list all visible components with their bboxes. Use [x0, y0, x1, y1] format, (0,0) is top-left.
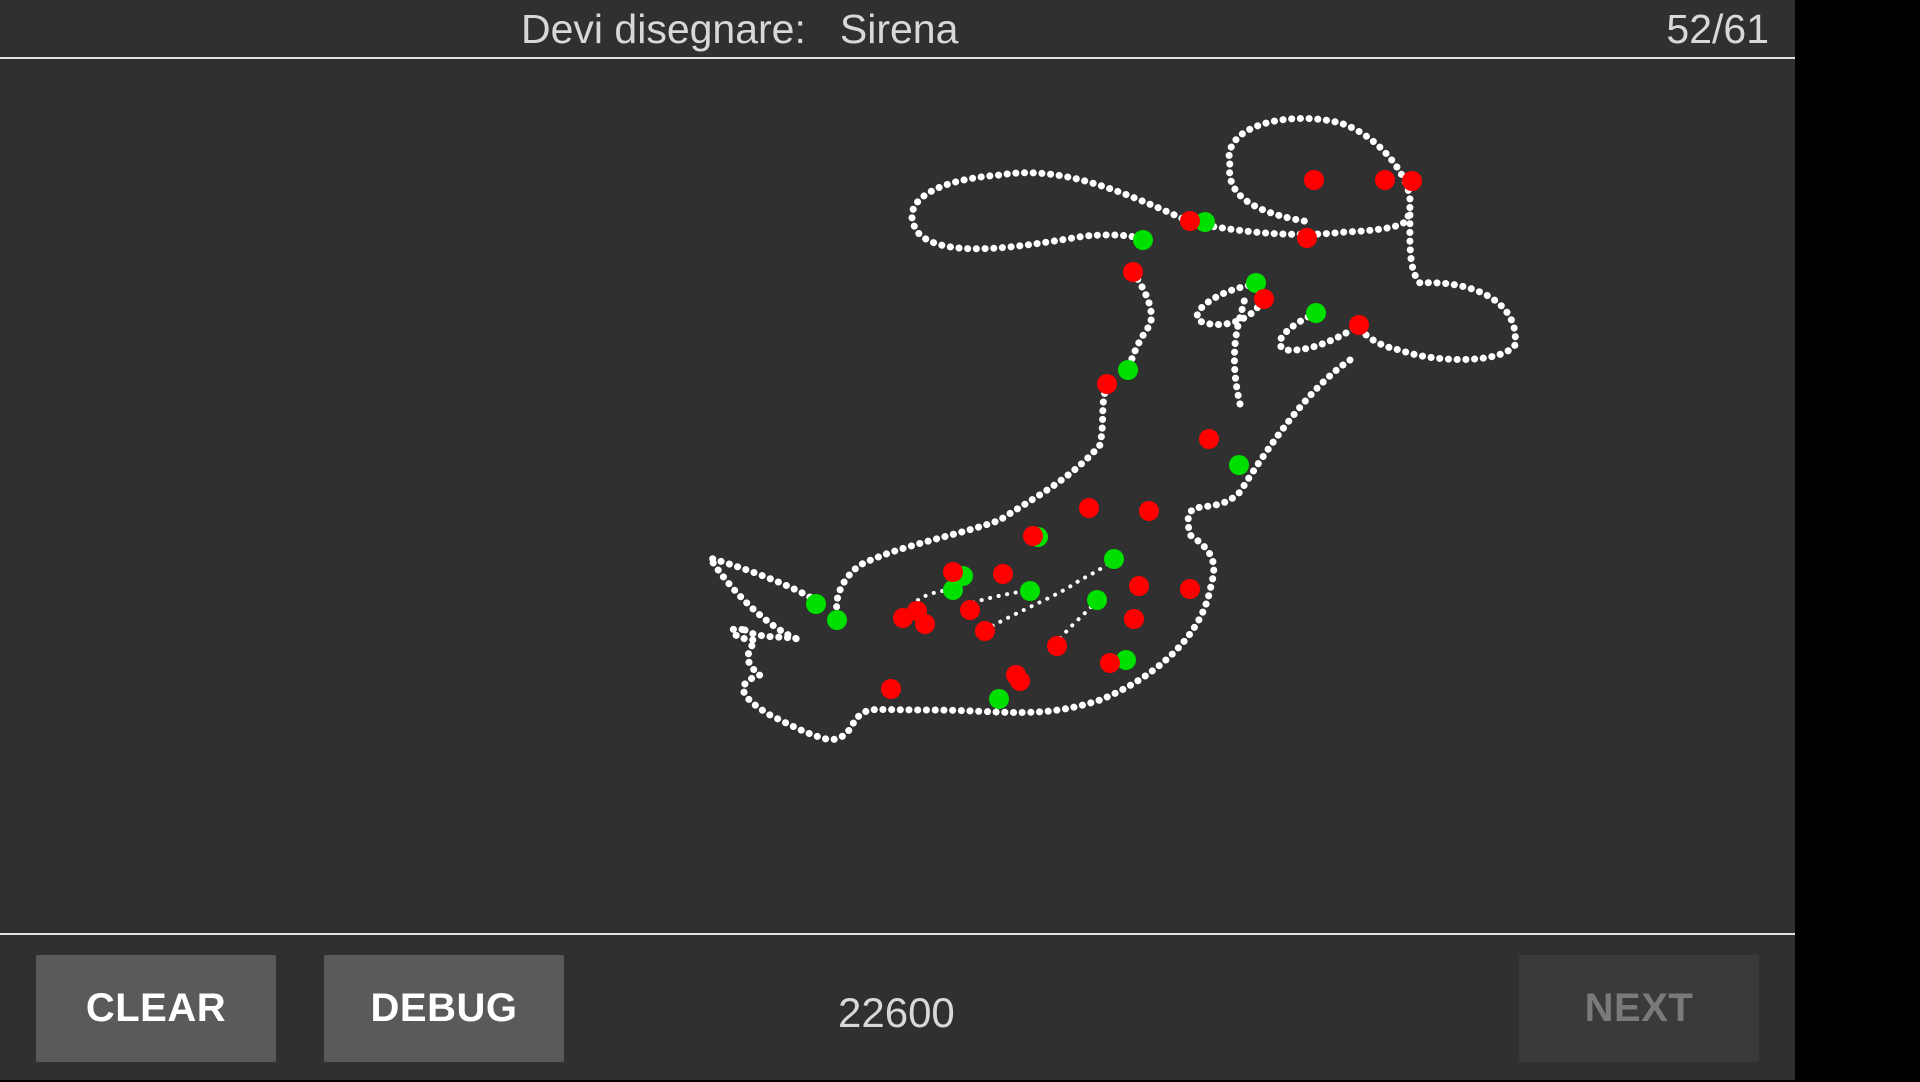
stroke-end-marker	[1010, 671, 1030, 691]
drawing-canvas[interactable]	[0, 59, 1795, 933]
stroke-path	[1053, 598, 1099, 647]
stroke-end-marker	[975, 621, 995, 641]
stroke-end-marker	[1097, 374, 1117, 394]
stroke-end-marker	[1079, 498, 1099, 518]
drawing-game-screen: Devi disegnare: Sirena 52/61	[0, 0, 1795, 1080]
stroke-end-marker	[1180, 211, 1200, 231]
stroke-end-marker	[881, 679, 901, 699]
stroke-start-marker	[1306, 303, 1326, 323]
stroke-end-marker	[1047, 636, 1067, 656]
stroke-end-marker	[1402, 171, 1422, 191]
stroke-start-marker	[1229, 455, 1249, 475]
stroke-path	[963, 588, 1032, 607]
stroke-end-marker	[943, 562, 963, 582]
stroke-start-marker	[1246, 273, 1266, 293]
stroke-end-marker	[1349, 315, 1369, 335]
stroke-end-marker	[1254, 289, 1274, 309]
stroke-end-marker	[1124, 609, 1144, 629]
clear-button[interactable]: CLEAR	[36, 955, 276, 1062]
stroke-start-marker	[806, 594, 826, 614]
stroke-path	[833, 381, 1111, 615]
stroke-path	[706, 554, 819, 644]
stroke-path	[908, 169, 1194, 253]
stroke-start-marker	[1116, 650, 1136, 670]
stroke-end-marker	[993, 564, 1013, 584]
drawing-prompt: Devi disegnare: Sirena	[521, 6, 958, 53]
debug-button[interactable]: DEBUG	[324, 955, 564, 1062]
stroke-start-marker	[1020, 581, 1040, 601]
stroke-start-marker	[943, 580, 963, 600]
screen-edge	[1795, 0, 1920, 1080]
stroke-end-marker	[1023, 526, 1043, 546]
stroke-end-marker	[1100, 653, 1120, 673]
stroke-path	[1193, 280, 1266, 329]
stroke-path	[1184, 114, 1414, 238]
stroke-end-marker	[1180, 579, 1200, 599]
stroke-path	[1230, 291, 1249, 408]
stroke-end-marker	[1304, 170, 1324, 190]
stroke-end-marker	[1375, 170, 1395, 190]
target-word: Sirena	[839, 6, 959, 52]
stroke-end-marker	[1297, 228, 1317, 248]
stroke-path	[983, 557, 1117, 632]
stroke-start-marker	[1133, 230, 1153, 250]
stroke-end-marker	[1199, 429, 1219, 449]
stroke-path	[728, 356, 1354, 744]
stroke-start-marker	[989, 689, 1009, 709]
stroke-start-marker	[1104, 549, 1124, 569]
stroke-end-marker	[960, 600, 980, 620]
stroke-end-marker	[1129, 576, 1149, 596]
stroke-start-marker	[1087, 590, 1107, 610]
stroke-end-marker	[1123, 262, 1143, 282]
stroke-start-marker	[1195, 212, 1215, 232]
next-button[interactable]: NEXT	[1519, 955, 1759, 1062]
stroke-start-marker	[827, 610, 847, 630]
progress-counter: 52/61	[1666, 6, 1769, 52]
drawing-surface[interactable]	[0, 59, 1795, 933]
score-display: 22600	[838, 989, 955, 1036]
stroke-path	[1276, 309, 1364, 354]
stroke-end-marker	[1139, 501, 1159, 521]
stroke-start-marker	[1118, 360, 1138, 380]
prompt-label: Devi disegnare:	[521, 6, 806, 52]
stroke-path	[1355, 211, 1519, 363]
stroke-end-marker	[893, 608, 913, 628]
footer-bar: CLEAR DEBUG 22600 NEXT	[0, 933, 1795, 1082]
stroke-path	[1124, 268, 1155, 374]
stroke-end-marker	[915, 614, 935, 634]
header-bar: Devi disegnare: Sirena 52/61	[0, 0, 1795, 59]
